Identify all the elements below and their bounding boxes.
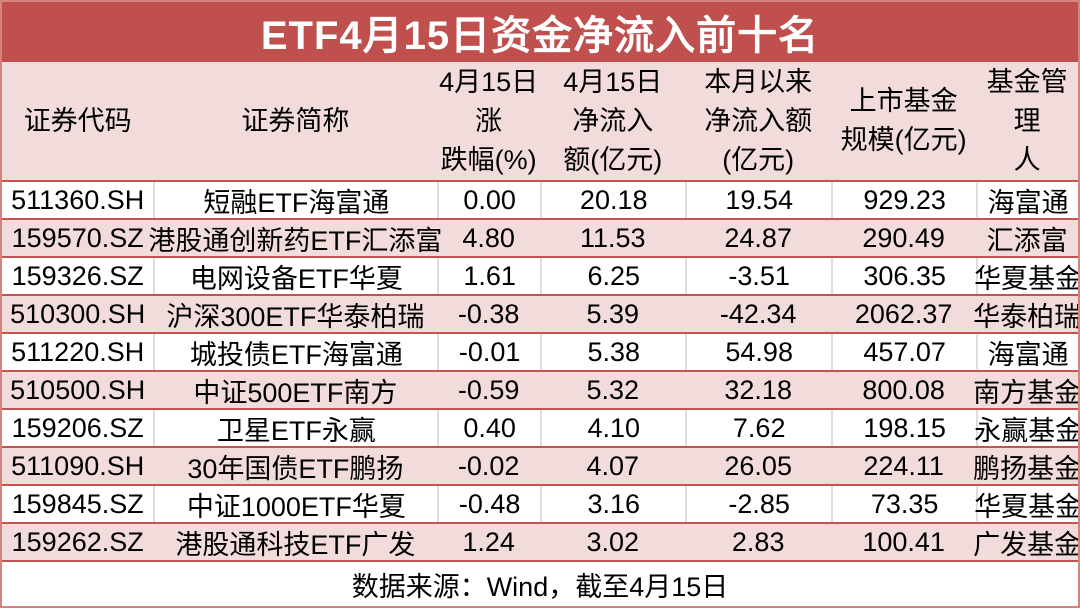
cell-daily-inflow: 4.07 [586,450,639,481]
cell-daily-inflow: 11.53 [579,222,646,253]
table-row: 159206.SZ 卫星ETF永赢 0.40 4.10 7.62 198.15 … [2,408,1078,446]
header-fund-size: 上市基金 规模(亿元) [840,86,967,155]
cell-security-name: 城投债ETF海富通 [153,334,437,370]
cell-fund-manager: 永赢基金 [974,410,1078,446]
cell-security-code: 511360.SH [11,184,145,215]
table-row: 159326.SZ 电网设备ETF华夏 1.61 6.25 -3.51 306.… [2,256,1078,294]
cell-fund-manager: 华泰柏瑞 [973,301,1080,332]
cell-fund-size: 224.11 [863,450,944,481]
cell-change-percent: 0.40 [437,410,540,446]
cell-daily-inflow: 5.32 [586,374,639,405]
cell-fund-manager: 汇添富 [986,225,1068,256]
header-security-code: 证券代码 [23,105,132,136]
cell-security-code: 159326.SZ [11,260,144,291]
cell-security-code: 159845.SZ [11,488,144,519]
cell-daily-inflow: 3.16 [539,486,685,522]
page-title: ETF4月15日资金净流入前十名 [260,14,820,58]
cell-security-code: 159206.SZ [11,412,144,443]
cell-month-inflow: 26.05 [724,450,792,481]
cell-month-inflow: 32.18 [724,374,792,405]
table-row: 159845.SZ 中证1000ETF华夏 -0.48 3.16 -2.85 7… [2,484,1078,522]
cell-month-inflow: 24.87 [724,222,792,253]
cell-fund-manager: 广发基金 [973,529,1080,560]
cell-security-code: 510500.SH [10,374,146,405]
table-header-row: 证券代码 证券简称 4月15日涨 跌幅(%) 4月15日 净流入 额(亿元) 本… [2,62,1078,180]
cell-security-name: 电网设备ETF华夏 [153,258,437,294]
cell-fund-size: 306.35 [830,258,976,294]
cell-security-code: 511090.SH [11,450,145,481]
cell-daily-inflow: 4.10 [539,410,685,446]
cell-fund-size: 73.35 [830,486,976,522]
source-note: 数据来源：Wind，截至4月15日 [2,560,1078,606]
cell-change-percent: 1.61 [437,258,540,294]
cell-change-percent: -0.38 [457,298,520,329]
table-row: 510300.SH 沪深300ETF华泰柏瑞 -0.38 5.39 -42.34… [2,294,1078,332]
cell-security-name: 短融ETF海富通 [153,182,437,218]
cell-month-inflow: -3.51 [685,258,830,294]
cell-security-name: 中证1000ETF华夏 [153,486,437,522]
cell-fund-size: 800.08 [862,374,945,405]
cell-security-code: 511220.SH [11,336,145,367]
cell-fund-manager: 海富通 [976,334,1078,370]
header-month-inflow: 本月以来 净流入额 (亿元) [704,66,813,175]
table-row: 511360.SH 短融ETF海富通 0.00 20.18 19.54 929.… [2,180,1078,218]
cell-daily-inflow: 20.18 [539,182,685,218]
cell-security-name: 卫星ETF永赢 [153,410,437,446]
cell-fund-size: 100.41 [862,526,945,557]
cell-security-name: 港股通科技ETF广发 [175,529,416,560]
cell-fund-size: 198.15 [830,410,976,446]
cell-fund-size: 457.07 [830,334,976,370]
cell-fund-manager: 华夏基金 [974,258,1078,294]
table-row: 159262.SZ 港股通科技ETF广发 1.24 3.02 2.83 100.… [2,522,1078,560]
cell-change-percent: 1.24 [462,526,515,557]
cell-security-name: 港股通创新药ETF汇添富 [148,225,443,256]
cell-month-inflow: 7.62 [685,410,830,446]
cell-month-inflow: 2.83 [731,526,785,557]
table-row: 511090.SH 30年国债ETF鹏扬 -0.02 4.07 26.05 22… [2,446,1078,484]
title-bar: ETF4月15日资金净流入前十名 [2,2,1078,62]
cell-fund-manager: 南方基金 [973,377,1080,408]
header-daily-inflow: 4月15日 净流入 额(亿元) [563,66,663,175]
cell-month-inflow: 54.98 [685,334,830,370]
cell-fund-manager: 鹏扬基金 [973,453,1080,484]
cell-fund-manager: 华夏基金 [974,486,1078,522]
cell-change-percent: -0.59 [457,374,520,405]
cell-daily-inflow: 5.38 [539,334,685,370]
cell-security-name: 中证500ETF南方 [193,377,398,408]
header-security-name: 证券简称 [241,105,350,136]
source-note-text: 数据来源：Wind，截至4月15日 [351,571,729,602]
cell-month-inflow: -2.85 [685,486,830,522]
table-row: 159570.SZ 港股通创新药ETF汇添富 4.80 11.53 24.87 … [2,218,1078,256]
cell-change-percent: 0.00 [437,182,540,218]
cell-security-name: 沪深300ETF华泰柏瑞 [166,301,425,332]
cell-daily-inflow: 5.39 [586,298,639,329]
cell-security-code: 159570.SZ [11,222,144,253]
cell-daily-inflow: 6.25 [539,258,685,294]
cell-change-percent: -0.01 [437,334,540,370]
header-change-percent: 4月15日涨 跌幅(%) [439,66,539,175]
cell-fund-size: 929.23 [830,182,976,218]
cell-security-name: 30年国债ETF鹏扬 [187,453,404,484]
table-row: 511220.SH 城投债ETF海富通 -0.01 5.38 54.98 457… [2,332,1078,370]
cell-fund-size: 2062.37 [854,298,953,329]
cell-fund-manager: 海富通 [976,182,1078,218]
header-fund-manager: 基金管理 人 [986,66,1068,175]
cell-month-inflow: -42.34 [719,298,797,329]
cell-change-percent: -0.02 [457,450,520,481]
cell-fund-size: 290.49 [862,222,945,253]
cell-change-percent: -0.48 [437,486,540,522]
cell-month-inflow: 19.54 [685,182,830,218]
cell-security-code: 510300.SH [10,298,146,329]
cell-daily-inflow: 3.02 [586,526,639,557]
cell-security-code: 159262.SZ [11,526,144,557]
cell-change-percent: 4.80 [462,222,515,253]
table-row: 510500.SH 中证500ETF南方 -0.59 5.32 32.18 80… [2,370,1078,408]
